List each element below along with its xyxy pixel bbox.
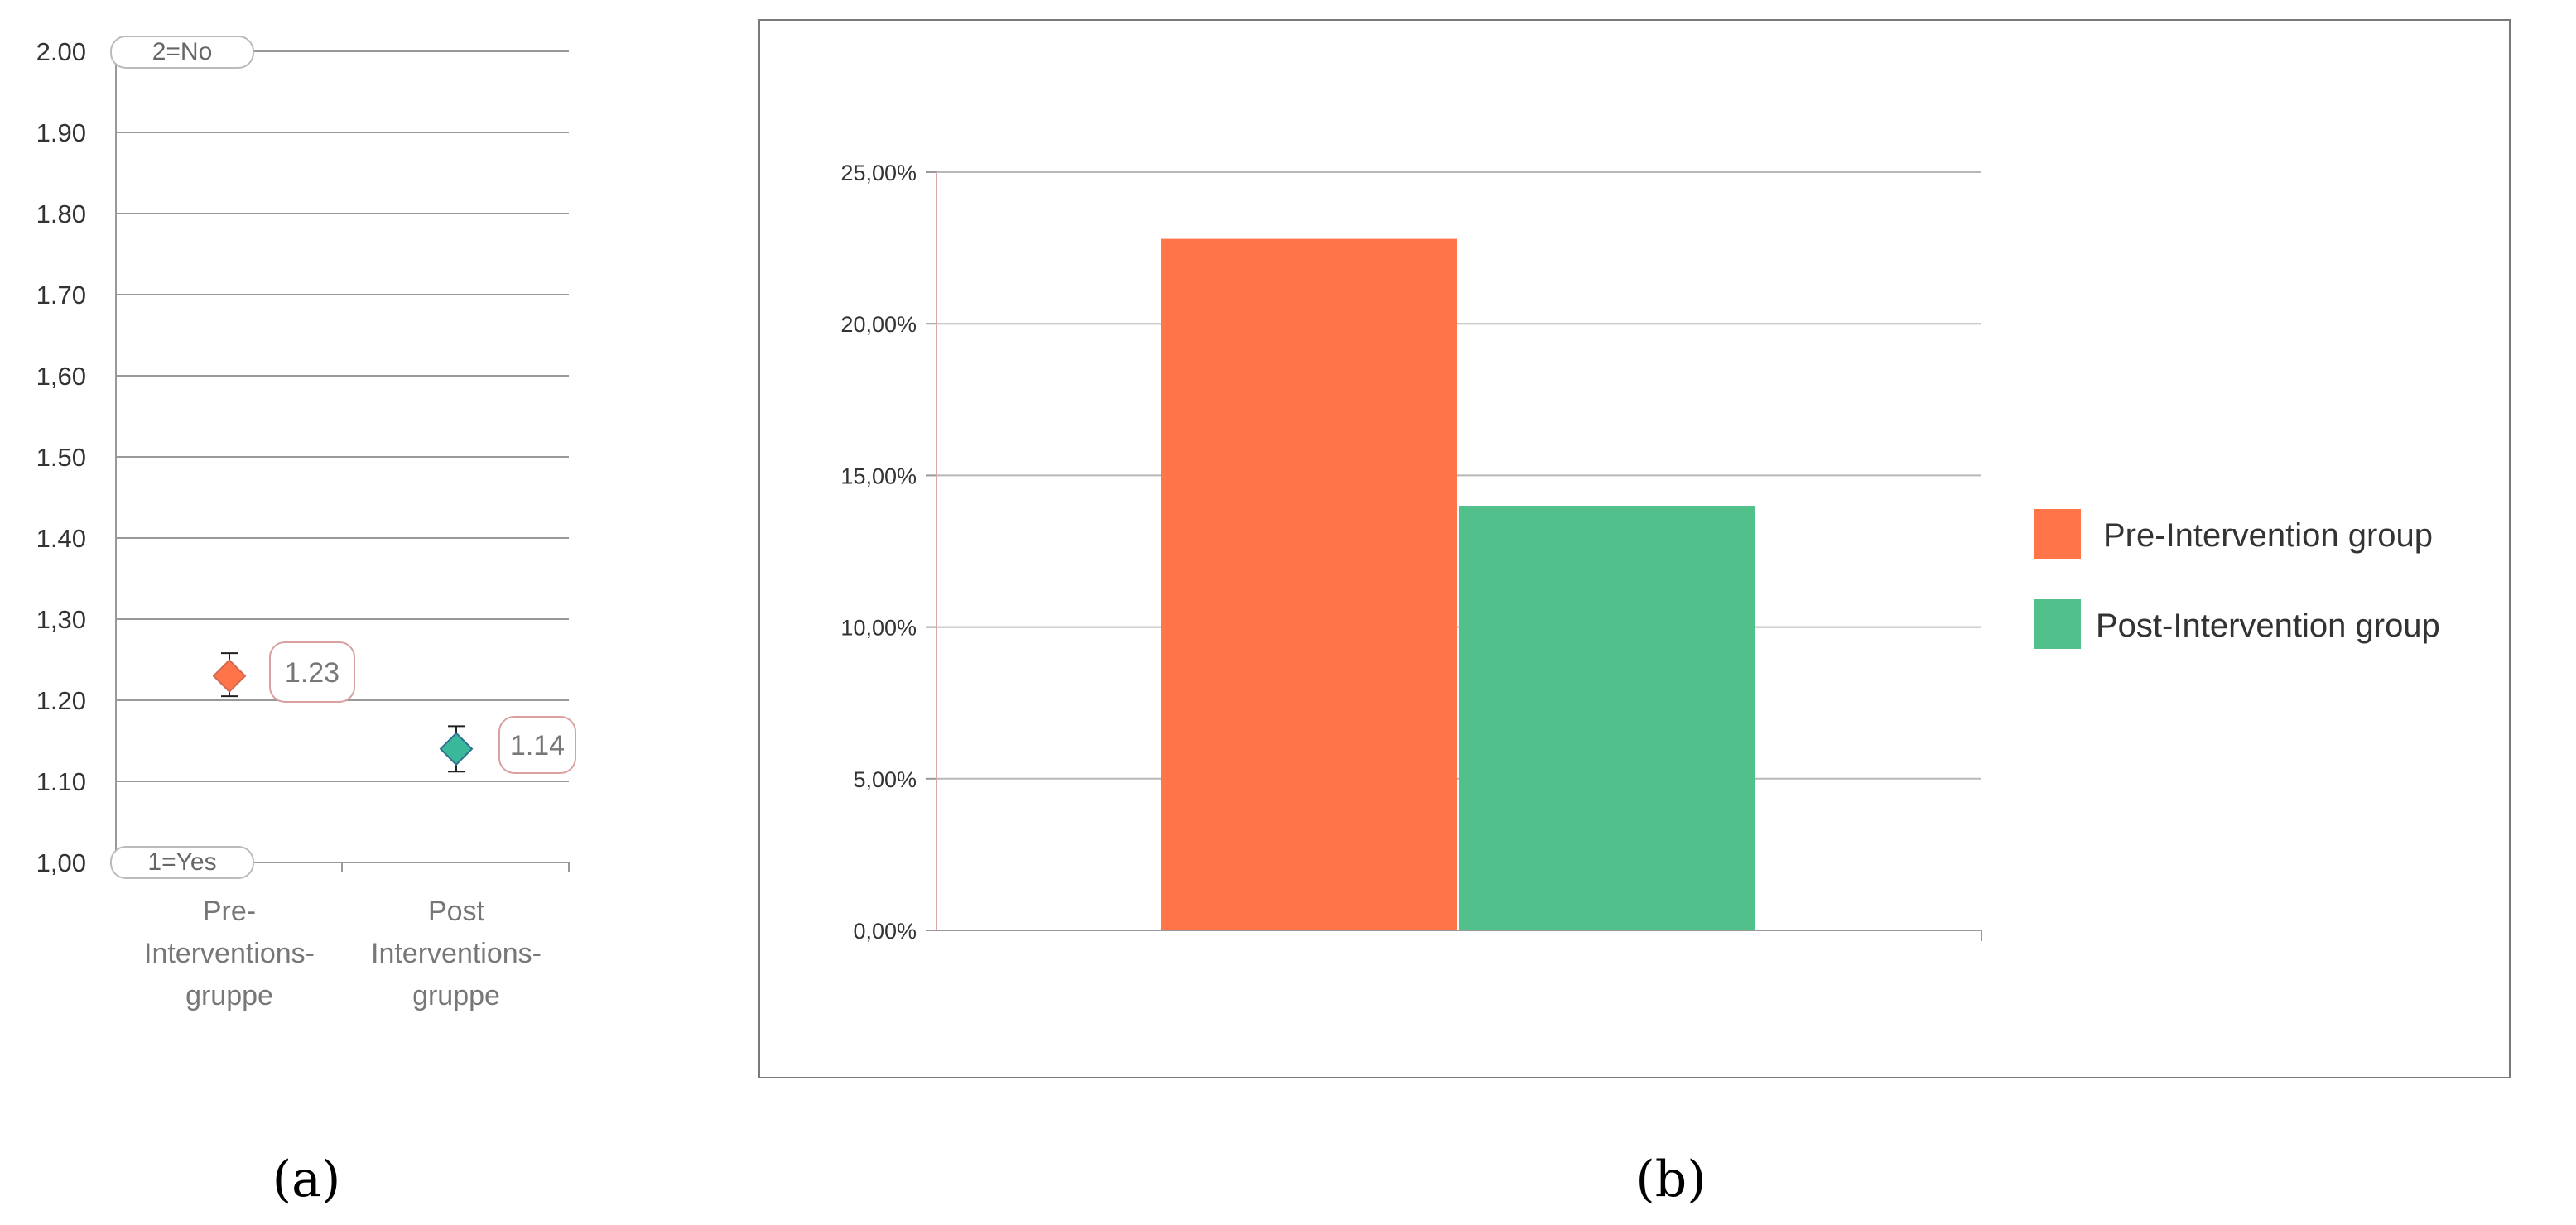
bar-pre [1161, 238, 1457, 930]
top-anchor-box: 2=No [110, 36, 254, 69]
diamond-marker [439, 732, 474, 766]
top-anchor-label: 2=No [152, 38, 213, 65]
panel-a-y-tick-label: 1.90 [36, 118, 86, 147]
panel-a-y-tick-label: 1.40 [36, 524, 86, 553]
panel-a-data-marks [212, 652, 474, 773]
panel-b-bar-chart: 25,00% 20,00% 15,00% 10,00% 5,00% 0,00% Pre-I… [758, 19, 2511, 1208]
category-line: Interventions- [144, 938, 315, 969]
panel-a-y-tick-label: 1.20 [36, 686, 86, 715]
legend-swatch-post [2034, 599, 2081, 649]
panel-b-y-tick-label: 25,00% [840, 161, 917, 185]
legend-item-post: Post-Intervention group [2034, 599, 2440, 649]
bottom-anchor-box: 1=Yes [110, 846, 254, 879]
panel-a-error-chart: 2.00 1.90 1.80 1.70 1,60 1.50 1.40 1,30 1.20 1.10… [36, 36, 576, 1208]
panel-b-y-tick-label: 10,00% [840, 616, 917, 641]
panel-a-y-tick-label: 1.70 [36, 281, 86, 310]
panel-a-y-tick-label: 1,60 [36, 362, 86, 391]
panel-b-y-tick-label: 5,00% [853, 767, 917, 792]
pre-value-label: 1.23 [269, 641, 355, 703]
panel-a-y-tick-label: 1,30 [36, 605, 86, 634]
panel-a-label: (a) [272, 1151, 341, 1208]
post-value-label: 1.14 [498, 716, 576, 774]
panel-a-y-tick-label: 1.50 [36, 443, 86, 472]
post-category-label: Post Interventions- gruppe [371, 896, 542, 1011]
category-line: gruppe [185, 980, 273, 1011]
panel-b-label: (b) [1635, 1151, 1706, 1208]
pre-category-label: Pre- Interventions- gruppe [144, 896, 315, 1011]
legend: Pre-Intervention group Post-Intervention… [2034, 509, 2440, 649]
data-point-post [439, 725, 474, 773]
data-point-pre [212, 652, 247, 698]
category-line: Pre- [203, 896, 256, 927]
panel-b-y-tick-labels: 25,00% 20,00% 15,00% 10,00% 5,00% 0,00% [840, 161, 917, 944]
panel-b-y-tick-label: 0,00% [853, 919, 917, 944]
panel-a-y-tick-label: 2.00 [36, 37, 86, 66]
post-value-text: 1.14 [510, 730, 565, 761]
legend-item-pre: Pre-Intervention group [2034, 509, 2433, 559]
panel-b-bars [1161, 238, 1755, 930]
panel-b-y-tick-label: 15,00% [840, 464, 917, 488]
category-line: Post [428, 896, 485, 927]
panel-a-y-tick-labels: 2.00 1.90 1.80 1.70 1,60 1.50 1.40 1,30 1.20 1.10… [36, 37, 86, 877]
diamond-marker [212, 659, 247, 694]
bottom-anchor-label: 1=Yes [147, 848, 216, 876]
panel-a-y-tick-label: 1.10 [36, 767, 86, 796]
pre-value-text: 1.23 [285, 657, 339, 689]
legend-swatch-pre [2034, 509, 2081, 559]
panel-b-y-tick-label: 20,00% [840, 312, 917, 337]
category-line: Interventions- [371, 938, 542, 969]
legend-label-pre: Pre-Intervention group [2103, 517, 2433, 554]
panel-a-y-tick-label: 1,00 [36, 848, 86, 877]
panel-a-y-tick-label: 1.80 [36, 199, 86, 228]
category-line: gruppe [412, 980, 500, 1011]
bar-post [1459, 506, 1755, 930]
legend-label-post: Post-Intervention group [2096, 608, 2440, 644]
